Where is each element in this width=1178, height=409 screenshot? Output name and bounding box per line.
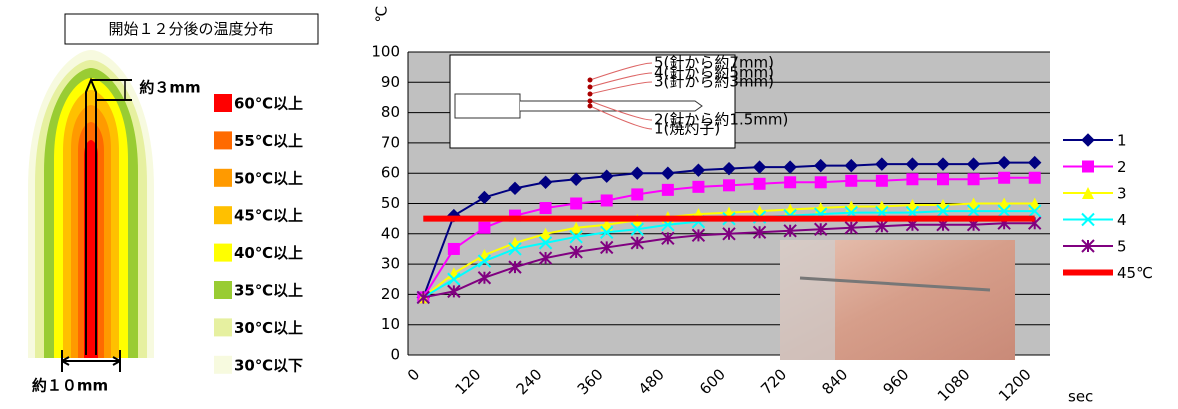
inset-label: 3(針から約3mm) xyxy=(654,73,774,91)
marker xyxy=(478,222,490,234)
width-arrow xyxy=(62,357,120,365)
sensor-dot xyxy=(588,104,593,109)
marker xyxy=(906,173,918,185)
marker xyxy=(1082,161,1094,173)
marker xyxy=(692,181,704,193)
marker xyxy=(723,179,735,191)
x-tick-label: 600 xyxy=(696,365,729,398)
marker xyxy=(754,178,766,190)
legend-label: 3 xyxy=(1117,185,1127,203)
y-tick-label: 50 xyxy=(381,194,400,212)
y-tick-label: 80 xyxy=(381,103,400,121)
needle-shaft xyxy=(520,101,702,111)
legend-label: 45℃ xyxy=(1117,264,1153,282)
legend-label: 4 xyxy=(1117,211,1127,229)
sensor-dot xyxy=(588,99,593,104)
y-tick-label: 90 xyxy=(381,73,400,91)
y-tick-label: 70 xyxy=(381,133,400,151)
marker xyxy=(662,184,674,196)
marker xyxy=(876,175,888,187)
marker xyxy=(631,188,643,200)
x-tick-label: 840 xyxy=(818,365,851,398)
x-tick-label: 120 xyxy=(451,365,484,398)
photo-bg xyxy=(780,240,835,360)
marker xyxy=(570,198,582,210)
width-label: 約１０mm xyxy=(32,377,108,395)
y-tick-label: 0 xyxy=(390,346,400,364)
marker xyxy=(601,194,613,206)
legend-swatch xyxy=(214,94,232,112)
legend: 1 2 3 4 5 45℃ xyxy=(1058,125,1166,285)
legend-label: 40℃以上 xyxy=(234,244,303,262)
sensor-dot xyxy=(588,85,593,90)
x-axis-label: sec xyxy=(1068,388,1093,406)
marker xyxy=(540,202,552,214)
marker xyxy=(998,172,1010,184)
legend-swatch xyxy=(214,206,232,224)
marker xyxy=(968,173,980,185)
y-tick-label: 40 xyxy=(381,224,400,242)
y-tick-label: 20 xyxy=(381,285,400,303)
marker xyxy=(815,176,827,188)
handle xyxy=(455,94,520,118)
flame-diagram: 開始１２分後の温度分布 約３mm 約１０mm 60℃以上 55℃以上 50℃以上 45… xyxy=(28,14,318,395)
x-tick-label: 240 xyxy=(513,365,546,398)
inset-label: 1(焼灼子) xyxy=(654,120,720,138)
legend-swatch xyxy=(214,356,232,374)
legend-label: 55℃以上 xyxy=(234,132,303,150)
x-tick-label: 480 xyxy=(635,365,668,398)
y-tick-label: 100 xyxy=(371,43,400,61)
legend-swatch xyxy=(214,169,232,187)
legend-label: 30℃以上 xyxy=(234,319,303,337)
x-tick-label: 720 xyxy=(757,365,790,398)
legend-label: 1 xyxy=(1117,132,1127,150)
sensor-dot xyxy=(588,78,593,83)
chart: 0 10 20 30 40 50 60 70 80 90 100 0 120 240 360 480 600 72… xyxy=(371,6,1166,406)
y-tick-label: 30 xyxy=(381,255,400,273)
y-tick-label: 60 xyxy=(381,164,400,182)
marker xyxy=(845,175,857,187)
legend-label: 45℃以上 xyxy=(234,207,303,225)
legend-swatch xyxy=(214,131,232,149)
color-legend: 60℃以上 55℃以上 50℃以上 45℃以上 40℃以上 35℃以上 30℃以上 30℃以下 xyxy=(214,94,303,374)
marker xyxy=(448,243,460,255)
x-tick-label: 1080 xyxy=(934,365,974,405)
y-tick-label: 10 xyxy=(381,315,400,333)
diagram-title: 開始１２分後の温度分布 xyxy=(108,20,273,38)
legend-label: 2 xyxy=(1117,158,1127,176)
legend-swatch xyxy=(214,244,232,262)
x-tick-label: 1200 xyxy=(995,365,1035,405)
marker xyxy=(1029,172,1041,184)
legend-label: 50℃以上 xyxy=(234,169,303,187)
tip-label: 約３mm xyxy=(139,79,200,97)
flame xyxy=(28,50,154,358)
legend-swatch xyxy=(214,281,232,299)
x-tick-label: 360 xyxy=(574,365,607,398)
legend-swatch xyxy=(214,318,232,336)
legend-label: 5 xyxy=(1117,238,1127,256)
x-tick-label: 0 xyxy=(404,365,423,384)
marker xyxy=(937,173,949,185)
legend-label: 60℃以上 xyxy=(234,95,303,113)
page: 開始１２分後の温度分布 約３mm 約１０mm 60℃以上55℃以上50℃以上45… xyxy=(0,0,1178,409)
legend-label: 35℃以上 xyxy=(234,282,303,300)
sensor-dot xyxy=(588,92,593,97)
y-axis-label: ℃ xyxy=(373,6,391,23)
legend-label: 30℃以下 xyxy=(234,356,303,374)
legend-box xyxy=(1058,125,1166,285)
x-tick-label: 960 xyxy=(879,365,912,398)
marker xyxy=(784,176,796,188)
